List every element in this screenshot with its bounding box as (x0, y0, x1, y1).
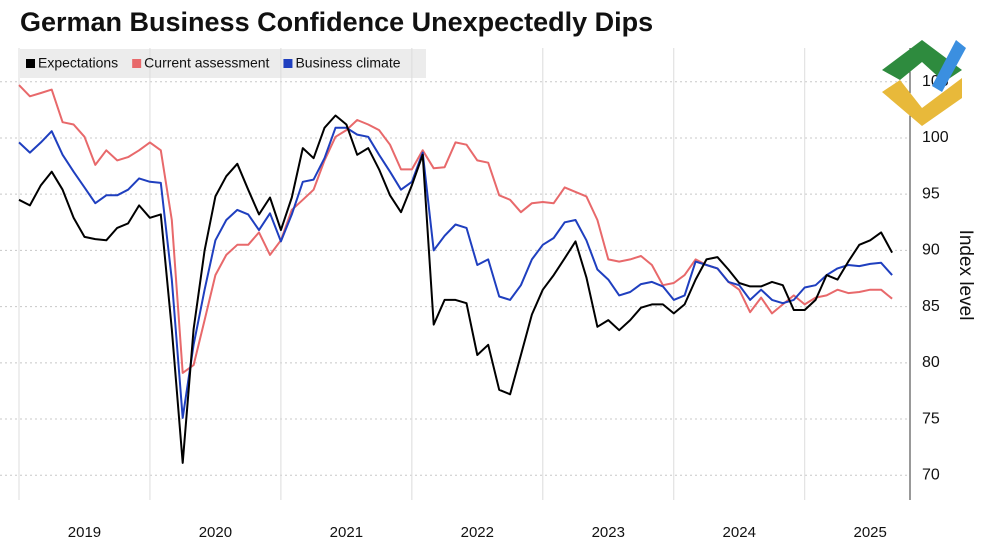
y-tick-label: 90 (922, 242, 940, 259)
y-tick-label: 85 (922, 298, 940, 315)
x-tick-label: 2021 (330, 524, 363, 541)
legend-label: Business climate (295, 55, 400, 71)
legend-swatch (283, 59, 293, 68)
legend-swatch (132, 59, 142, 68)
x-tick-label: 2024 (723, 524, 756, 541)
x-tick-label: 2022 (461, 524, 494, 541)
x-tick-label: 2025 (854, 524, 887, 541)
y-tick-label: 70 (922, 466, 940, 483)
x-tick-label: 2019 (68, 524, 101, 541)
series-line (18, 114, 893, 464)
logo (882, 40, 966, 126)
legend-swatch (26, 59, 35, 68)
x-tick-label: 2020 (199, 524, 232, 541)
chart-title: German Business Confidence Unexpectedly … (20, 7, 653, 37)
y-tick-label: 95 (922, 185, 940, 202)
logo-part (932, 40, 966, 92)
legend-box (20, 49, 426, 78)
series-line (18, 84, 893, 374)
y-tick-label: 75 (922, 410, 940, 427)
x-tick-label: 2023 (592, 524, 625, 541)
legend-label: Expectations (38, 55, 118, 71)
legend-label: Current assessment (144, 55, 269, 71)
y-tick-label: 100 (922, 129, 949, 146)
logo-part (882, 78, 962, 126)
y-axis-label: Index level (955, 230, 976, 321)
series-line (18, 126, 893, 419)
y-tick-label: 80 (922, 354, 940, 371)
